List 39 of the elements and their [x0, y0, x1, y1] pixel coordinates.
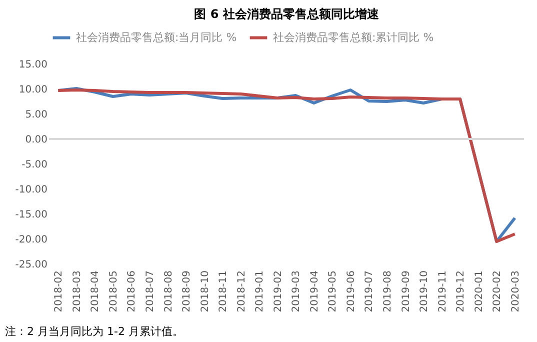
y-tick-label: 5.00	[25, 110, 48, 120]
x-tick-label: 2019-02	[272, 270, 284, 312]
x-tick-label: 2018-06	[126, 270, 138, 312]
x-tick-label: 2018-12	[236, 270, 248, 312]
y-tick-label: -20.00	[15, 234, 48, 246]
x-tick-label: 2019-12	[456, 270, 467, 312]
x-tick-label: 2018-10	[200, 270, 211, 312]
x-tick-label: 2018-04	[90, 270, 102, 312]
x-tick-label: 2019-04	[309, 270, 320, 312]
y-tick-label: -10.00	[15, 184, 48, 196]
y-tick-label: 10.00	[18, 84, 48, 96]
x-tick-label: 2019-01	[254, 270, 266, 312]
x-tick-label: 2019-08	[382, 270, 394, 312]
x-tick-label: 2018-08	[163, 270, 174, 312]
y-tick-label: 0.00	[25, 134, 48, 146]
x-tick-label: 2019-11	[437, 270, 448, 312]
x-tick-label: 2019-10	[419, 270, 430, 312]
chart-title: 图 6 社会消费品零售总额同比增速	[194, 7, 380, 21]
y-tick-label: -5.00	[22, 160, 48, 170]
x-tick-label: 2019-06	[346, 270, 357, 312]
legend-label: 社会消费品零售总额:当月同比 %	[76, 30, 237, 44]
y-tick-label: -25.00	[15, 260, 48, 270]
x-tick-label: 2018-11	[218, 270, 230, 312]
x-tick-label: 2019-03	[291, 270, 302, 312]
x-tick-label: 2018-03	[72, 270, 83, 312]
x-tick-label: 2019-07	[364, 270, 376, 312]
y-tick-label: 15.00	[18, 60, 48, 70]
x-tick-label: 2018-05	[108, 270, 120, 312]
legend-label: 社会消费品零售总额:累计同比 %	[273, 30, 434, 44]
x-tick-label: 2019-09	[400, 270, 412, 312]
y-tick-label: -15.00	[15, 210, 48, 220]
x-tick-label: 2018-09	[182, 270, 193, 312]
x-tick-label: 2020-02	[492, 270, 504, 312]
x-tick-label: 2018-02	[54, 270, 65, 312]
x-tick-label: 2020-01	[474, 270, 485, 312]
x-tick-label: 2020-03	[510, 270, 522, 312]
text: 注：2 月当月同比为 1-2 月累计值。	[5, 325, 184, 338]
x-tick-label: 2019-05	[328, 270, 339, 312]
x-tick-label: 2018-07	[144, 270, 156, 312]
